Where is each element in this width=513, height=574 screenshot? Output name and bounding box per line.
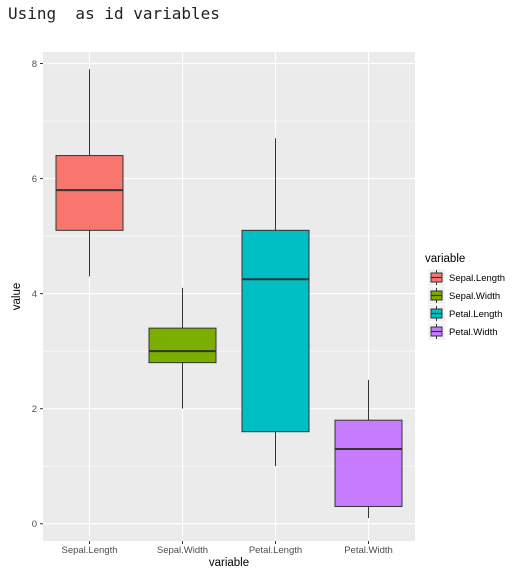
legend-label: Sepal.Length [449, 273, 505, 284]
y-axis-title: value [11, 283, 23, 311]
box-iqr [241, 229, 310, 433]
y-tick-label: 0 [32, 519, 37, 530]
x-tick-label: Petal.Length [249, 545, 302, 556]
box-petal-length [241, 138, 310, 467]
box-sepal-length [55, 69, 124, 277]
legend-item: Sepal.Width [428, 287, 500, 304]
legend-item: Sepal.Length [428, 269, 505, 286]
x-tick-label: Sepal.Length [62, 545, 118, 556]
y-tick-label: 2 [32, 404, 37, 415]
box-iqr [148, 327, 217, 364]
legend: variable Sepal.Length Sepal.Width Petal.Le… [425, 253, 505, 340]
legend-label: Petal.Length [449, 309, 502, 320]
y-tick-label: 8 [32, 59, 37, 70]
legend-title: variable [425, 253, 465, 265]
x-axis-ticks: Sepal.Length Sepal.Width Petal.Length Petal… [62, 541, 393, 556]
y-tick-label: 4 [32, 289, 37, 300]
x-tick-label: Sepal.Width [157, 545, 208, 556]
boxes [55, 69, 403, 518]
legend-label: Petal.Width [449, 327, 498, 338]
grid-minor [43, 120, 415, 467]
x-tick-label: Petal.Width [344, 545, 393, 556]
y-axis-ticks: 0 2 4 6 8 [32, 59, 43, 530]
box-sepal-width [148, 287, 217, 409]
box-petal-width [334, 379, 403, 518]
legend-item: Petal.Width [428, 323, 498, 340]
box-iqr [334, 419, 403, 507]
y-tick-label: 6 [32, 174, 37, 185]
console-output-line: Using as id variables [8, 4, 220, 23]
x-axis-title: variable [209, 557, 249, 569]
legend-label: Sepal.Width [449, 291, 500, 302]
legend-item: Petal.Length [428, 305, 502, 322]
box-iqr [55, 155, 124, 231]
legend-items: Sepal.Length Sepal.Width Petal.Length Petal… [428, 269, 505, 340]
